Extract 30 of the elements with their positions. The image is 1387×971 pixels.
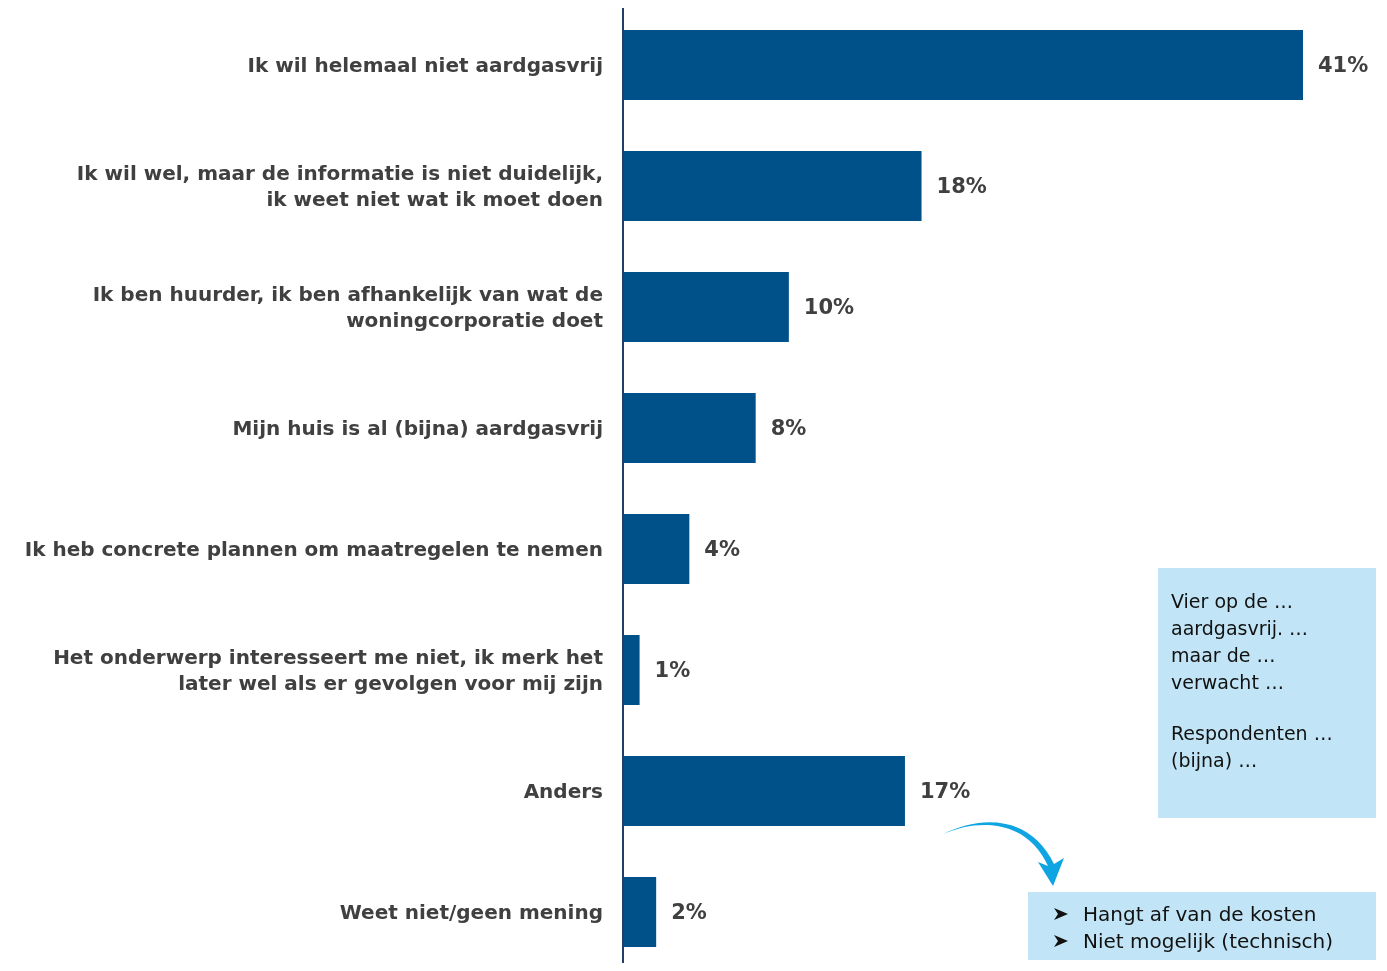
data-label: 18%	[936, 174, 987, 199]
annotation: Respondenten … (bijna) …	[1171, 722, 1333, 771]
data-label: 4%	[704, 537, 740, 562]
y-tick-label: Ik ben huurder, ik ben afhankelijk van wat de woningcorporatie doet	[92, 282, 604, 332]
bar	[623, 756, 905, 826]
y-tick-label: Ik wil helemaal niet aardgasvrij	[247, 53, 603, 77]
data-label: 17%	[919, 779, 971, 804]
annotation: Niet mogelijk (technisch)	[1083, 929, 1334, 953]
note-box: Vier op de … aardgasvrij. … maar de … verwacht … Respondenten … (bijna) …	[1158, 568, 1376, 818]
bar	[623, 877, 657, 947]
data-label: 8%	[770, 416, 807, 441]
data-label: 2%	[671, 900, 707, 925]
note-box-list: Hangt af van de kosten Niet mogelijk (technisch)	[1028, 892, 1376, 960]
y-tick-label: Weet niet/geen mening	[339, 900, 603, 924]
bar	[623, 30, 1303, 100]
data-label: 41%	[1318, 53, 1369, 78]
data-label: 1%	[654, 658, 691, 683]
y-tick-label: Anders	[523, 779, 603, 803]
y-tick-label: Mijn huis is al (bijna) aardgasvrij	[232, 416, 603, 440]
y-tick-label: Ik heb concrete plannen om maatregelen te nemen	[24, 537, 603, 561]
annotation: Hangt af van de kosten	[1083, 902, 1317, 926]
y-tick-label: Het onderwerp interesseert me niet, ik merk het later wel als er gevolgen voor mij zijn	[53, 645, 604, 695]
bar	[623, 151, 922, 221]
bar	[623, 272, 789, 342]
bar	[623, 514, 690, 584]
bar	[623, 393, 756, 463]
data-label: 10%	[803, 295, 855, 320]
y-tick-label: Ik wil wel, maar de informatie is niet duidelijk, ik weet niet wat ik moet doen	[76, 161, 603, 211]
annotation: Vier op de … aardgasvrij. … maar de … verwacht …	[1171, 590, 1309, 693]
bar	[623, 635, 640, 705]
